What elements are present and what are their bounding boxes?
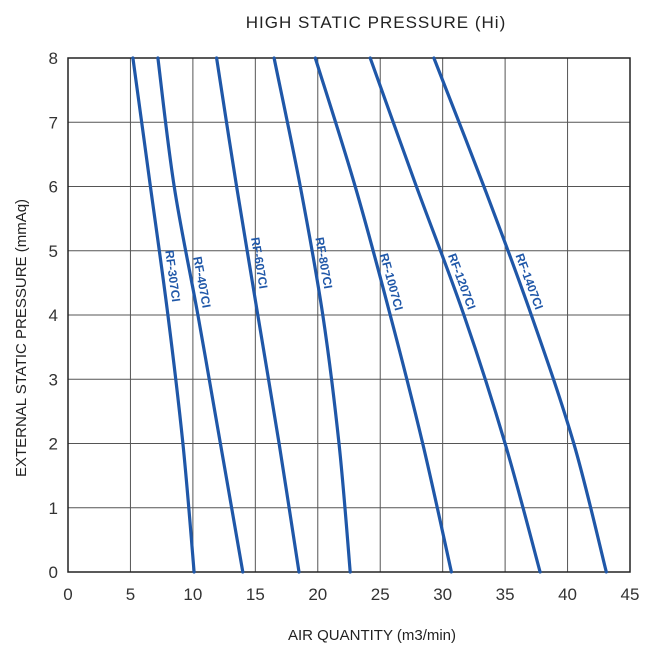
series-line-rf-407ci: [156, 56, 245, 574]
series-label: RF-1407CI: [513, 252, 546, 312]
series-label: RF-1207CI: [445, 252, 478, 312]
x-tick-label: 25: [371, 585, 390, 604]
x-tick-label: 35: [496, 585, 515, 604]
series-line-rf-1407ci: [432, 56, 608, 574]
series-line-rf-607ci: [215, 56, 301, 574]
y-tick-label: 7: [49, 113, 58, 132]
series-label: RF-307CI: [162, 249, 183, 302]
series-lines: [131, 56, 608, 574]
y-tick-label: 3: [49, 370, 58, 389]
x-tick-label: 45: [621, 585, 640, 604]
series-line-rf-1207ci: [368, 56, 542, 574]
x-tick-label: 10: [183, 585, 202, 604]
y-tick-label: 8: [49, 49, 58, 68]
series-labels: RF-307CI RF-407CI RF-607CI RF-807CI RF-1007C…: [162, 236, 546, 312]
x-tick-label: 20: [308, 585, 327, 604]
x-tick-labels: 0 5 10 15 20 25 30 35 40 45: [63, 585, 639, 604]
grid: [67, 57, 631, 573]
y-axis-label: EXTERNAL STATIC PRESSURE (mmAq): [13, 199, 30, 477]
y-tick-label: 6: [49, 178, 58, 197]
x-tick-label: 40: [558, 585, 577, 604]
x-tick-label: 30: [433, 585, 452, 604]
x-tick-label: 0: [63, 585, 72, 604]
series-line-rf-307ci: [131, 56, 196, 574]
series-line-rf-1007ci: [313, 56, 453, 574]
y-tick-label: 1: [49, 499, 58, 518]
x-axis-label: AIR QUANTITY (m3/min): [288, 627, 456, 644]
chart-title: HIGH STATIC PRESSURE (Hi): [246, 13, 507, 32]
y-tick-labels: 0 1 2 3 4 5 6 7 8: [49, 49, 58, 582]
y-tick-label: 4: [49, 306, 58, 325]
x-tick-label: 15: [246, 585, 265, 604]
x-tick-label: 5: [126, 585, 135, 604]
y-tick-label: 5: [49, 242, 58, 261]
y-tick-label: 0: [49, 563, 58, 582]
series-line-rf-807ci: [272, 56, 352, 574]
y-tick-label: 2: [49, 435, 58, 454]
